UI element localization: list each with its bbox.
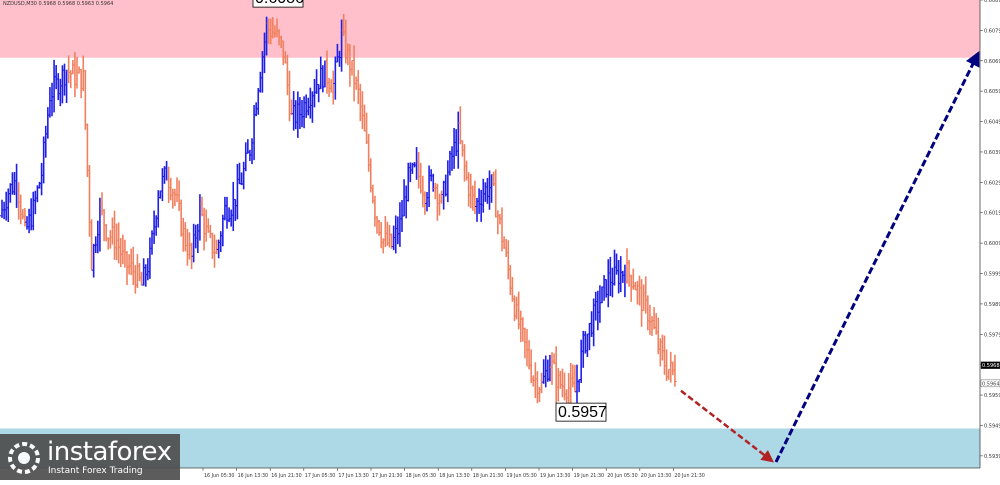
y-tick-label: 0.5999 [984,272,1000,278]
y-tick-label: 0.6009 [984,241,1000,247]
forecast-rise-arrow [774,50,980,463]
x-tick-label: 16 Jun 21:30 [271,473,301,479]
instaforex-logo-icon [8,442,40,474]
x-tick-label: 19 Jun 05:30 [506,473,536,479]
chart-title: NZDUSD,M30 0.5968 0.5968 0.5963 0.5964 [3,1,114,7]
y-tick-label: 0.6059 [984,89,1000,95]
price-annotation-box [555,402,607,422]
price-tag-label: 0.5964 [982,381,1000,387]
brand-name: instaforex [47,437,172,467]
y-tick-label: 0.5989 [984,302,1000,308]
y-tick-label: 0.6069 [984,59,1000,65]
y-tick-label: 0.6029 [984,180,1000,186]
y-tick-label: 0.5979 [984,332,1000,338]
forecast-decline-arrow [680,389,774,463]
price-tag-box [980,379,1000,388]
y-tick-label: 0.5939 [984,454,1000,460]
brand-tagline: Instant Forex Trading [48,466,143,476]
y-tick-label: 0.6039 [984,150,1000,156]
resistance-zone [0,0,980,58]
x-tick-label: 17 Jun 05:30 [305,473,335,479]
x-tick-label: 18 Jun 05:30 [406,473,436,479]
x-tick-label: 17 Jun 13:30 [338,473,368,479]
x-tick-label: 16 Jun 13:30 [238,473,268,479]
x-tick-label: 19 Jun 13:30 [540,473,570,479]
y-tick-label: 0.6079 [984,28,1000,34]
price-axis-panel [980,0,1000,480]
price-annotation-label: 0.6086 [255,0,304,7]
x-tick-label: 18 Jun 21:30 [473,473,503,479]
y-tick-label: 0.6089 [984,0,1000,4]
price-tag-label: 0.5968 [982,363,1000,369]
x-tick-label: 20 Jun 05:30 [607,473,637,479]
y-tick-label: 0.5949 [984,423,1000,429]
price-annotation: 0.6086 [252,0,304,8]
x-tick-label: 20 Jun 21:30 [674,473,704,479]
x-tick-label: 18 Jun 13:30 [439,473,469,479]
x-tick-label: 17 Jun 21:30 [372,473,402,479]
x-tick-label: 16 Jun 05:30 [204,473,234,479]
x-tick-label: 19 Jun 21:30 [574,473,604,479]
x-tick-label: 20 Jun 13:30 [641,473,671,479]
price-annotation-label: 0.5957 [558,404,607,421]
price-tag-box [980,361,1000,369]
price-bar [672,354,677,387]
y-tick-label: 0.6019 [984,211,1000,217]
price-annotation: 0.5957 [555,402,607,422]
brand-logo-panel [0,434,180,480]
y-tick-label: 0.6049 [984,120,1000,126]
price-annotation-box [252,0,304,8]
y-tick-label: 0.5959 [984,393,1000,399]
